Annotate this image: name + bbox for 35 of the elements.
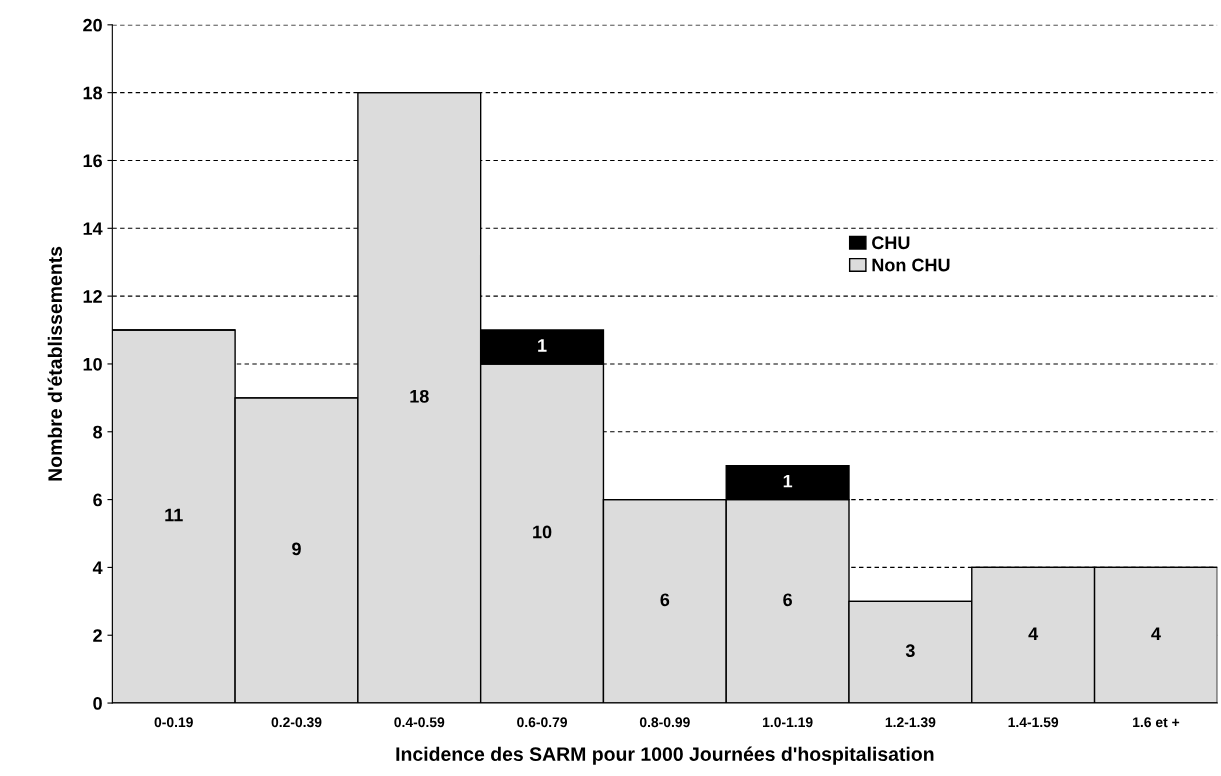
data-label: 10 xyxy=(533,525,552,539)
y-tick-label: 10 xyxy=(83,357,102,371)
data-label: 18 xyxy=(410,389,429,403)
x-tick-label: 0.2-0.39 xyxy=(271,717,322,728)
x-tick-label: 1.2-1.39 xyxy=(885,717,936,728)
y-tick-label: 6 xyxy=(93,493,102,507)
y-tick-label: 2 xyxy=(93,629,102,642)
x-tick-label: 0.8-0.99 xyxy=(639,717,690,728)
y-axis-title: Nombre d'établissements xyxy=(47,246,63,481)
y-tick-label: 20 xyxy=(83,18,102,32)
x-tick-label: 0-0.19 xyxy=(154,717,193,728)
data-label: 11 xyxy=(165,508,183,522)
y-tick-label: 14 xyxy=(83,222,103,235)
data-label: 3 xyxy=(905,644,915,658)
x-tick-label: 0.6-0.79 xyxy=(517,717,568,728)
legend-label: CHU xyxy=(872,236,910,250)
y-tick-label: 18 xyxy=(83,86,103,100)
data-label: 6 xyxy=(660,593,670,607)
data-label: 6 xyxy=(783,593,792,607)
x-tick-label: 1.4-1.59 xyxy=(1008,717,1059,728)
y-tick-label: 4 xyxy=(92,561,103,574)
x-tick-label: 1.6 et + xyxy=(1133,717,1180,728)
x-axis-title: Incidence des SARM pour 1000 Journées d'hospitalisation xyxy=(396,746,934,765)
legend-label: Non CHU xyxy=(872,258,950,272)
y-tick-label: 8 xyxy=(93,425,103,439)
y-tick-label: 0 xyxy=(93,696,102,710)
data-label: 4 xyxy=(1151,627,1161,640)
data-label: 1 xyxy=(783,474,793,488)
data-label: 4 xyxy=(1028,627,1039,640)
data-label: 1 xyxy=(538,339,547,352)
data-label: 9 xyxy=(292,542,301,556)
y-tick-label: 12 xyxy=(83,290,102,303)
y-tick-label: 16 xyxy=(83,154,102,168)
x-tick-label: 1.0-1.19 xyxy=(763,717,813,728)
x-tick-label: 0.4-0.59 xyxy=(394,717,445,728)
